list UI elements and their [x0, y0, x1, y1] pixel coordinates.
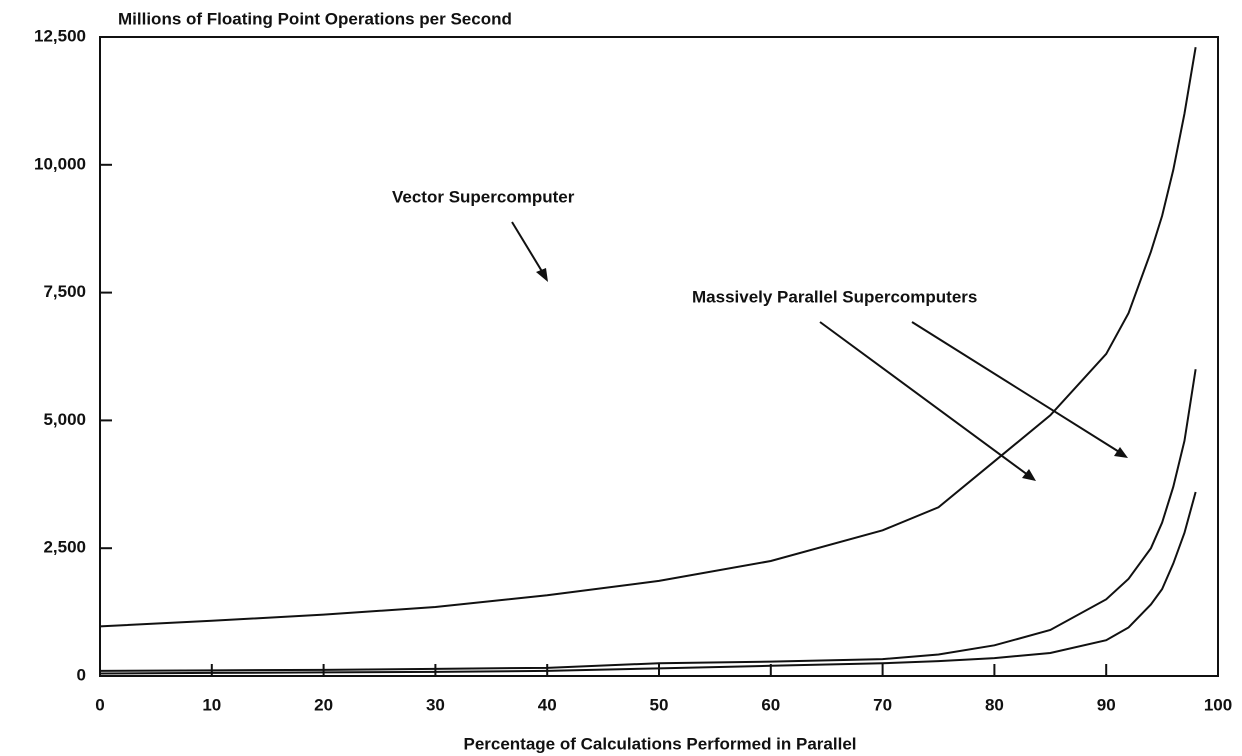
x-tick-label: 80: [985, 695, 1004, 714]
y-tick-label: 10,000: [34, 154, 86, 173]
series-line: [99, 491, 1197, 675]
x-tick-label: 0: [95, 695, 104, 714]
y-tick-label: 7,500: [43, 282, 86, 301]
x-tick-label: 60: [761, 695, 780, 714]
y-tick-label: 12,500: [34, 26, 86, 45]
x-tick-label: 30: [426, 695, 445, 714]
x-tick-label: 90: [1097, 695, 1116, 714]
annotation: Massively Parallel Supercomputers: [692, 287, 977, 306]
y-tick-label: 5,000: [43, 410, 86, 429]
arrowhead: [536, 268, 548, 282]
arrow: [511, 221, 547, 279]
series-line: [99, 47, 1197, 628]
x-tick-label: 100: [1204, 695, 1232, 714]
chart-title: Millions of Floating Point Operations pe…: [118, 9, 512, 28]
arrowhead: [1114, 447, 1128, 458]
arrow: [819, 321, 1033, 479]
x-tick-label: 50: [650, 695, 669, 714]
x-axis-label: Percentage of Calculations Performed in …: [463, 734, 856, 753]
x-tick-label: 70: [873, 695, 892, 714]
annotation-arrows: [511, 221, 1128, 481]
x-tick-label: 20: [314, 695, 333, 714]
arrowhead: [1022, 469, 1036, 481]
y-tick-label: 0: [77, 665, 86, 684]
annotation: Vector Supercomputer: [392, 187, 575, 206]
x-tick-label: 40: [538, 695, 557, 714]
x-tick-label: 10: [202, 695, 221, 714]
arrow: [911, 321, 1125, 456]
series-line: [99, 369, 1197, 672]
y-tick-label: 2,500: [43, 538, 86, 557]
